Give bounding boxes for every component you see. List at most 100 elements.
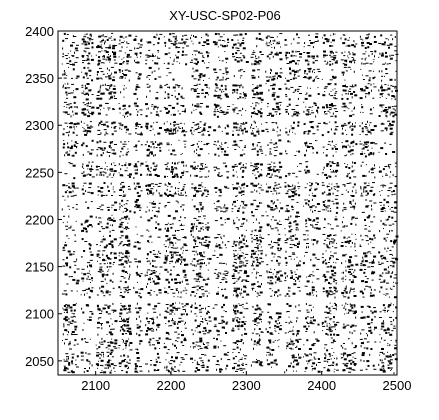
data-point	[364, 219, 366, 221]
data-point	[313, 331, 315, 334]
data-point	[157, 175, 160, 177]
data-point	[291, 252, 295, 254]
data-point	[208, 126, 212, 129]
data-point	[207, 306, 210, 307]
data-point	[174, 308, 178, 309]
data-point	[254, 121, 256, 124]
data-point	[66, 283, 69, 285]
data-point	[225, 111, 229, 114]
data-point	[295, 228, 297, 231]
data-point	[311, 359, 313, 361]
data-point	[242, 342, 244, 345]
data-point	[311, 344, 315, 347]
data-point	[165, 323, 167, 325]
data-point	[150, 166, 152, 169]
data-point	[240, 167, 242, 170]
data-point	[123, 96, 125, 98]
data-point	[367, 334, 368, 337]
data-point	[273, 242, 277, 243]
data-point	[241, 279, 245, 281]
data-point	[354, 234, 356, 235]
data-point	[214, 324, 217, 326]
data-point	[261, 123, 263, 125]
data-point	[274, 150, 278, 151]
data-point	[266, 41, 268, 43]
data-point	[254, 60, 257, 63]
data-point	[298, 280, 300, 282]
data-point	[109, 262, 112, 265]
data-point	[177, 162, 179, 165]
data-point	[166, 129, 170, 132]
data-point	[324, 86, 328, 88]
data-point	[276, 41, 279, 43]
data-point	[157, 223, 160, 226]
data-point	[296, 340, 299, 343]
data-point	[266, 174, 268, 177]
data-point	[235, 47, 239, 49]
data-point	[193, 109, 195, 111]
data-point	[140, 190, 143, 192]
data-point	[231, 210, 233, 212]
data-point	[270, 190, 273, 192]
data-point	[277, 262, 281, 264]
data-point	[367, 322, 371, 325]
data-point	[316, 173, 319, 175]
data-point	[216, 115, 219, 118]
data-point	[241, 114, 243, 116]
data-point	[333, 286, 336, 289]
data-point	[104, 168, 107, 170]
data-point	[364, 85, 367, 87]
data-point	[103, 307, 107, 309]
data-point	[234, 205, 237, 207]
data-point	[232, 108, 236, 111]
data-point	[254, 174, 256, 176]
data-point	[290, 239, 294, 241]
data-point	[164, 254, 166, 256]
data-point	[126, 46, 128, 48]
data-point	[238, 191, 242, 194]
data-point	[234, 281, 236, 284]
data-point	[353, 169, 355, 171]
data-point	[153, 320, 154, 323]
data-point	[334, 304, 337, 306]
data-point	[204, 187, 206, 189]
data-point	[265, 83, 267, 85]
data-point	[198, 222, 202, 225]
data-point	[172, 318, 173, 321]
data-point	[182, 258, 186, 261]
data-point	[111, 32, 114, 34]
data-point	[98, 360, 100, 362]
data-point	[278, 51, 282, 54]
data-point	[225, 94, 228, 97]
data-point	[73, 177, 76, 180]
data-point	[128, 79, 130, 82]
data-point	[118, 255, 120, 257]
data-point	[113, 261, 115, 263]
data-point	[296, 150, 298, 152]
data-point	[323, 54, 326, 57]
data-point	[289, 247, 293, 249]
data-point	[111, 122, 114, 125]
data-point	[208, 292, 210, 294]
data-point	[239, 348, 241, 351]
data-point	[66, 97, 68, 99]
data-point	[287, 134, 290, 136]
data-point	[153, 122, 155, 124]
data-point	[165, 310, 167, 312]
data-point	[120, 291, 122, 293]
data-point	[172, 172, 173, 175]
data-point	[350, 246, 352, 248]
data-point	[239, 33, 243, 36]
data-point	[156, 370, 160, 371]
data-point	[98, 313, 102, 314]
data-point	[289, 189, 292, 191]
data-point	[154, 305, 158, 308]
data-point	[152, 260, 156, 262]
data-point	[275, 358, 277, 361]
data-point	[245, 121, 248, 124]
data-point	[342, 102, 346, 105]
data-point	[169, 273, 172, 276]
data-point	[193, 35, 194, 37]
data-point	[164, 192, 166, 195]
data-point	[103, 171, 105, 173]
